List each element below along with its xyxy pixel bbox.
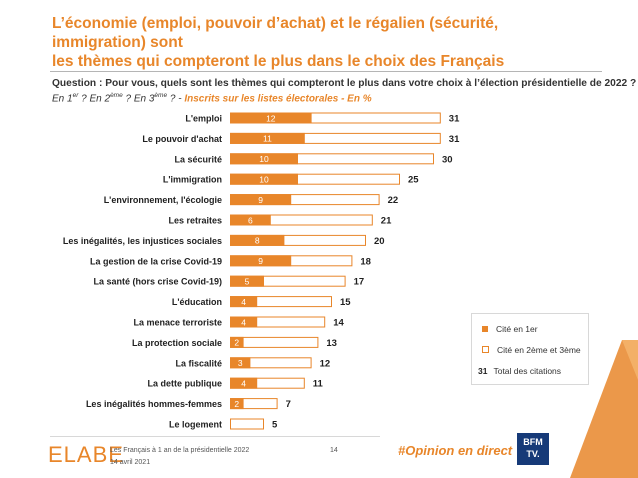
value-label-total: 20 xyxy=(374,236,385,247)
value-label-first: 4 xyxy=(241,317,246,327)
bar-first-mention xyxy=(230,153,298,165)
value-label-total: 31 xyxy=(449,134,460,145)
category-label: La sécurité xyxy=(174,154,222,164)
category-label: L'environnement, l'écologie xyxy=(104,195,222,205)
bar-total xyxy=(230,418,264,430)
value-label-first: 2 xyxy=(234,399,239,409)
category-label: L'emploi xyxy=(185,114,222,124)
category-label: Le logement xyxy=(169,420,222,430)
question-subtext: En 1er ? En 2ème ? En 3ème ? - Inscrits … xyxy=(52,89,612,105)
bar-total xyxy=(230,336,319,348)
bfm-logo-line-2: TV. xyxy=(526,449,540,459)
value-label-total: 14 xyxy=(333,318,344,329)
value-label-total: 11 xyxy=(313,379,324,390)
footer-divider xyxy=(50,436,380,437)
category-label: L'éducation xyxy=(172,297,222,307)
subq-part-2: ? En 2 xyxy=(78,93,111,105)
value-label-total: 25 xyxy=(408,175,419,186)
value-label-first: 10 xyxy=(259,175,269,185)
subq-sup-1: er xyxy=(72,92,79,99)
value-label-first: 4 xyxy=(241,379,246,389)
bar-first-mention xyxy=(230,398,244,410)
bar-first-mention xyxy=(230,173,298,185)
hashtag: #Opinion en direct xyxy=(398,443,513,458)
value-label-total: 5 xyxy=(272,420,278,431)
decorative-a-shape xyxy=(570,340,638,478)
bfm-tv-logo: BFM TV. xyxy=(517,433,549,465)
value-label-first: 2 xyxy=(234,338,239,348)
value-label-first: 3 xyxy=(238,358,243,368)
chart-legend: Cité en 1er Cité en 2ème et 3ème 31 Total… xyxy=(471,313,589,385)
category-label: Les retraites xyxy=(168,216,222,226)
bar-first-mention xyxy=(230,357,251,369)
bar-first-mention xyxy=(230,112,312,124)
value-label-total: 21 xyxy=(381,216,392,227)
elabe-logo: ELABE xyxy=(48,442,124,467)
legend-swatch-outline xyxy=(482,346,489,353)
value-label-total: 22 xyxy=(388,195,399,206)
legend-item-first: Cité en 1er xyxy=(482,324,538,334)
footer-study-name: Les Français à 1 an de la présidentielle… xyxy=(110,447,250,454)
category-label: La santé (hors crise Covid-19) xyxy=(93,277,222,287)
value-label-first: 10 xyxy=(259,154,269,164)
value-label-first: 4 xyxy=(241,297,246,307)
category-label: La fiscalité xyxy=(175,358,222,368)
bar-first-mention xyxy=(230,316,258,328)
legend-label-first: Cité en 1er xyxy=(496,324,538,334)
title-line-2: les thèmes qui compteront le plus dans l… xyxy=(52,53,505,70)
value-label-first: 11 xyxy=(263,134,272,144)
value-label-total: 12 xyxy=(320,358,331,369)
bar-first-mention xyxy=(230,194,292,206)
bar-first-mention xyxy=(230,336,244,348)
value-label-total: 13 xyxy=(326,338,337,349)
title-line-1: L’économie (emploi, pouvoir d’achat) et … xyxy=(52,15,499,51)
bar-first-mention xyxy=(230,377,258,389)
subq-part-4: ? - xyxy=(167,93,185,105)
bar-first-mention xyxy=(230,296,258,308)
question-text: Question : Pour vous, quels sont les thè… xyxy=(52,78,637,89)
bar-first-mention xyxy=(230,234,285,246)
legend-item-second: Cité en 2ème et 3ème xyxy=(482,345,581,355)
value-label-first: 8 xyxy=(255,236,260,246)
legend-item-total: 31 Total des citations xyxy=(478,366,561,376)
legend-total-number: 31 xyxy=(478,366,488,376)
value-label-first: 9 xyxy=(258,256,263,266)
value-label-total: 17 xyxy=(354,277,365,288)
subq-sup-3: ème xyxy=(154,92,168,99)
category-label: L'immigration xyxy=(163,175,222,185)
legend-swatch-filled xyxy=(482,326,488,332)
category-label: Les inégalités, les injustices sociales xyxy=(63,236,222,246)
legend-label-second: Cité en 2ème et 3ème xyxy=(497,345,581,355)
footer-date: 14 avril 2021 xyxy=(110,459,151,466)
category-label: La menace terroriste xyxy=(133,318,222,328)
value-label-total: 31 xyxy=(449,114,460,125)
subq-sup-2: ème xyxy=(110,92,123,99)
bar-first-mention xyxy=(230,255,292,267)
subq-part-1: En 1 xyxy=(52,93,73,105)
category-label: Les inégalités hommes-femmes xyxy=(86,399,222,409)
subq-part-3: ? En 3 xyxy=(122,93,155,105)
value-label-first: 6 xyxy=(248,215,253,225)
value-label-total: 7 xyxy=(286,399,291,410)
subq-population: Inscrits sur les listes électorales - En… xyxy=(184,93,372,105)
category-label: Le pouvoir d'achat xyxy=(142,134,222,144)
value-label-total: 18 xyxy=(360,256,371,267)
value-label-total: 30 xyxy=(442,154,453,165)
category-label: La protection sociale xyxy=(132,338,222,348)
top-divider xyxy=(50,71,602,72)
value-label-first: 9 xyxy=(258,195,263,205)
bar-first-mention xyxy=(230,132,305,144)
value-label-total: 15 xyxy=(340,297,351,308)
bar-first-mention xyxy=(230,214,271,226)
bar-first-mention xyxy=(230,275,264,287)
value-label-first: 5 xyxy=(245,277,250,287)
bfm-logo-line-1: BFM xyxy=(523,437,543,447)
page-title: L’économie (emploi, pouvoir d’achat) et … xyxy=(52,14,572,71)
category-label: La gestion de la crise Covid-19 xyxy=(90,256,222,266)
legend-label-total: Total des citations xyxy=(493,366,562,376)
value-label-first: 12 xyxy=(266,113,276,123)
page-number: 14 xyxy=(330,447,338,454)
category-label: La dette publique xyxy=(147,379,222,389)
